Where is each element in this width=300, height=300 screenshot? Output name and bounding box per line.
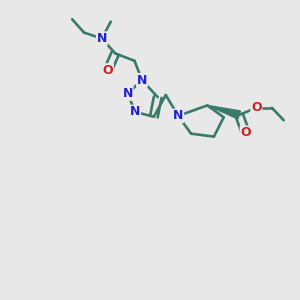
Text: N: N [130, 106, 140, 118]
Text: O: O [240, 126, 251, 139]
Text: N: N [173, 109, 183, 122]
Text: N: N [97, 32, 107, 45]
Text: O: O [103, 64, 113, 77]
Text: N: N [137, 74, 147, 87]
Polygon shape [207, 105, 240, 119]
Text: O: O [251, 101, 262, 114]
Text: N: N [122, 87, 133, 100]
